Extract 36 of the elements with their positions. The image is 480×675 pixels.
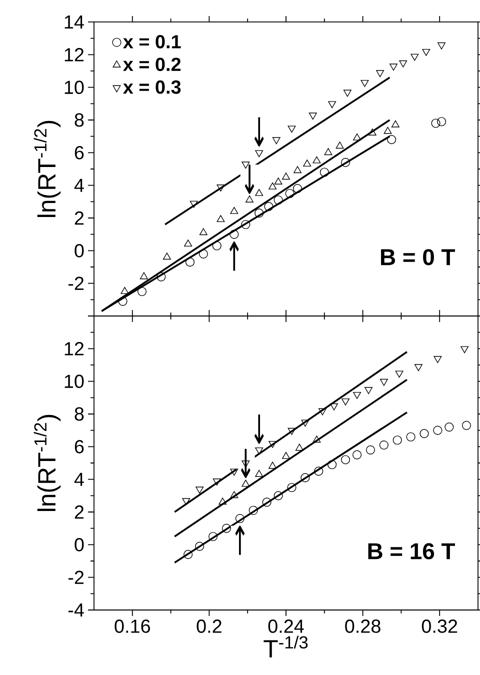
y-tick-label: 4 [74,472,84,486]
y-tick-label: 8 [74,113,84,127]
x-axis-title: T$^{-1/3}$ [264,636,308,658]
y-tick-label: 10 [64,80,84,94]
y-tick-label: 2 [74,505,84,519]
y-tick-label: 12 [64,342,84,356]
annotation: B = 16 T [368,543,456,560]
annotation: ↑ [229,242,239,271]
annotation: ↓ [254,414,264,444]
y-tick-label: 0 [74,538,84,552]
y-tick-label: 14 [64,15,84,28]
annotation: ↓ [254,117,264,146]
annotation: B = 0 T [381,249,456,266]
y-tick-label: 6 [74,440,84,454]
x-tick-label: 0.28 [345,620,380,633]
y-tick-label: 2 [74,211,84,225]
y-tick-label: 8 [74,407,84,421]
annotation: ↑ [235,526,245,555]
y-tick-label: -2 [68,570,84,584]
y-tick-label: 12 [64,48,84,62]
y-axis-title: ln(RT$^{-1/2}$) [34,120,61,217]
x-tick-label: 0.24 [268,620,304,633]
y-tick-label: 10 [64,374,84,388]
annotation: ↓ [244,164,254,194]
y-tick-label: 0 [74,244,84,258]
x-tick-label: 0.16 [114,620,150,633]
legend-label: x = 0.3 [123,80,181,94]
legend-label: x = 0.2 [123,58,181,72]
y-tick-label: 6 [74,146,84,160]
y-tick-label: -4 [68,603,84,616]
x-tick-label: 0.32 [422,620,458,633]
y-tick-label: -2 [68,276,84,290]
y-tick-label: 4 [74,178,84,192]
x-tick-label: 0.2 [196,620,222,633]
legend-label: x = 0.1 [123,34,181,48]
y-axis-title: ln(RT$^{-1/2}$) [34,414,61,511]
